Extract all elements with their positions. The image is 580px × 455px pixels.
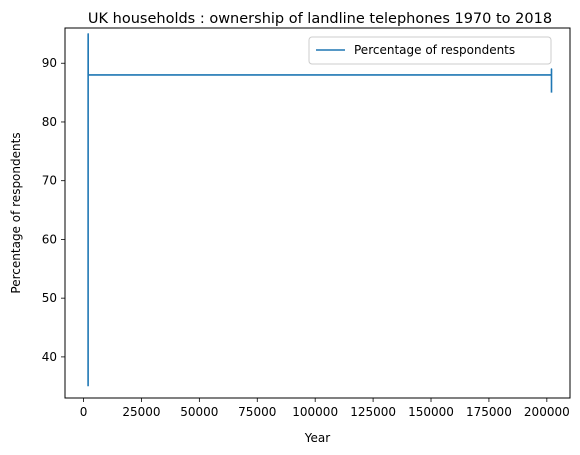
x-tick-label: 0 bbox=[80, 405, 88, 419]
x-tick-label: 200000 bbox=[524, 405, 570, 419]
x-tick-label: 25000 bbox=[122, 405, 160, 419]
legend-box bbox=[308, 36, 552, 65]
x-tick-label: 100000 bbox=[292, 405, 338, 419]
chart-title: UK households : ownership of landline te… bbox=[88, 11, 552, 27]
y-tick-label: 80 bbox=[42, 115, 57, 129]
x-axis-label: Year bbox=[304, 431, 330, 445]
y-tick-label: 40 bbox=[42, 350, 57, 364]
x-axis: 0 25000 50000 75000 100000 125000 150000 175000… bbox=[80, 398, 570, 419]
y-axis: 40 50 60 70 80 90 bbox=[42, 56, 65, 364]
x-tick-label: 150000 bbox=[408, 405, 454, 419]
plot-frame bbox=[64, 27, 571, 399]
x-tick-label: 75000 bbox=[238, 405, 276, 419]
x-tick-label: 50000 bbox=[180, 405, 218, 419]
y-tick-label: 70 bbox=[42, 174, 57, 188]
plot-area bbox=[87, 33, 553, 387]
y-tick-label: 90 bbox=[42, 56, 57, 70]
y-tick-label: 60 bbox=[42, 232, 57, 246]
legend: Percentage of respondents bbox=[308, 36, 552, 65]
x-tick-label: 125000 bbox=[350, 405, 396, 419]
x-tick-label: 175000 bbox=[466, 405, 512, 419]
series-line-0 bbox=[87, 33, 553, 387]
legend-label: Percentage of respondents bbox=[354, 43, 515, 57]
y-axis-label: Percentage of respondents bbox=[9, 132, 23, 293]
y-tick-label: 50 bbox=[42, 291, 57, 305]
